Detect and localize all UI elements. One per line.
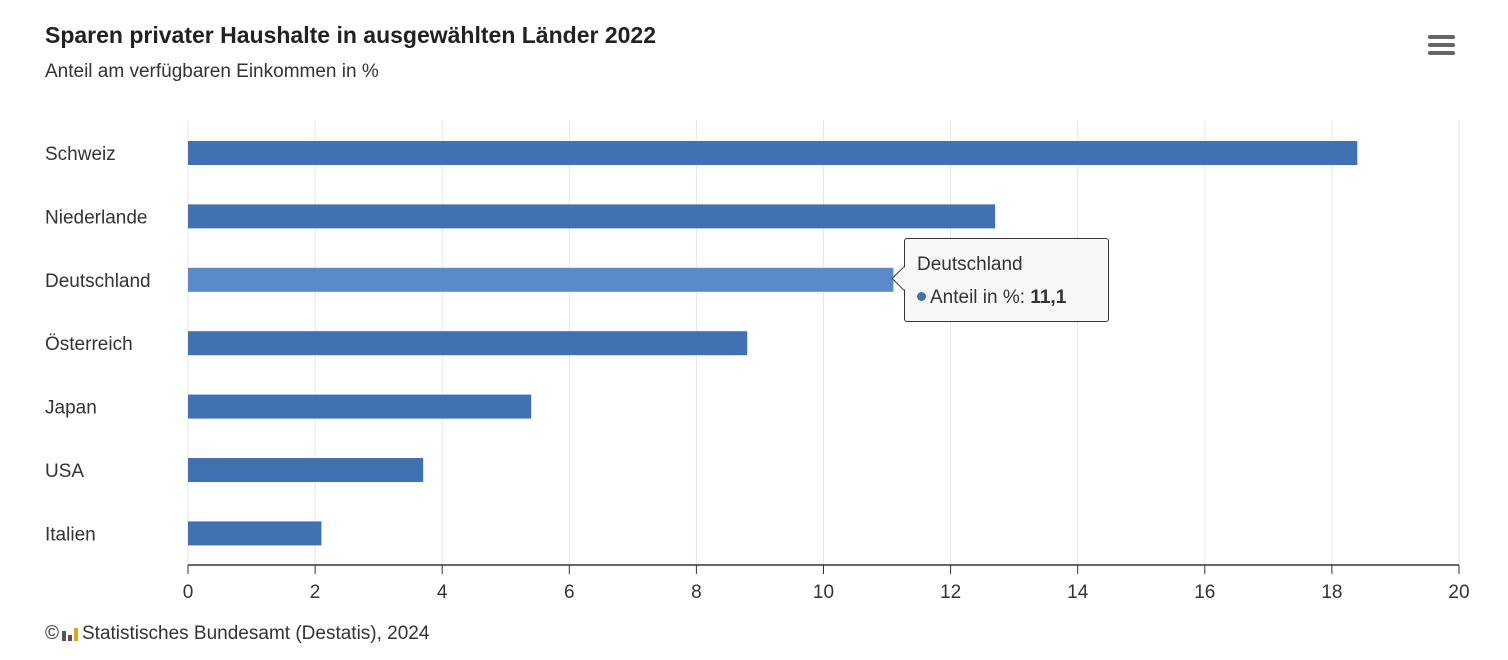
series-marker-icon [917,292,926,301]
category-label: Italien [45,524,96,545]
grid-lines [187,120,1460,565]
bar-usa[interactable] [188,458,424,482]
bars [188,141,1358,546]
category-labels: Schweiz Niederlande Deutschland Österreich J… [45,144,151,545]
source-text[interactable]: Statistisches Bundesamt (Destatis), 2024 [82,623,430,644]
category-label: Japan [45,398,97,419]
tooltip-title: Deutschland [917,254,1023,275]
x-tick-label: 8 [691,582,702,603]
x-tick-label: 0 [183,582,194,603]
tooltip-row: Anteil in %: 11,1 [917,287,1066,309]
tooltip-label: Anteil in %: [930,287,1026,308]
x-tick-label: 4 [437,582,448,603]
category-label: Österreich [45,334,133,355]
category-label: USA [45,461,84,482]
x-tick-label: 20 [1448,582,1469,603]
bar-schweiz[interactable] [188,141,1358,165]
chart-title: Sparen privater Haushalte in ausgewählte… [45,22,656,48]
x-tick-label: 16 [1194,582,1215,603]
category-label: Schweiz [45,144,116,165]
bar-italien[interactable] [188,521,322,546]
bar-deutschland[interactable] [188,267,894,292]
x-tick-label: 10 [813,582,834,603]
source-credit: © Statistisches Bundesamt (Destatis), 20… [45,623,429,645]
x-axis: 0 2 4 6 8 10 12 14 16 18 20 [183,564,1470,603]
tooltip: Deutschland Anteil in %: 11,1 [891,238,1109,322]
copyright-symbol: © [45,623,59,644]
hamburger-menu-icon[interactable] [1422,28,1460,62]
category-label: Deutschland [45,271,151,292]
x-tick-label: 12 [940,582,961,603]
chart-subtitle: Anteil am verfügbaren Einkommen in % [45,61,379,82]
x-tick-label: 14 [1067,582,1089,603]
tooltip-value: 11,1 [1030,287,1067,308]
x-tick-label: 18 [1321,582,1342,603]
x-tick-label: 6 [564,582,575,603]
bar-japan[interactable] [188,394,532,419]
x-tick-label: 2 [310,582,321,603]
bar-österreich[interactable] [188,331,748,356]
destatis-logo-icon [62,627,78,641]
bar-niederlande[interactable] [188,204,996,229]
category-label: Niederlande [45,207,147,228]
